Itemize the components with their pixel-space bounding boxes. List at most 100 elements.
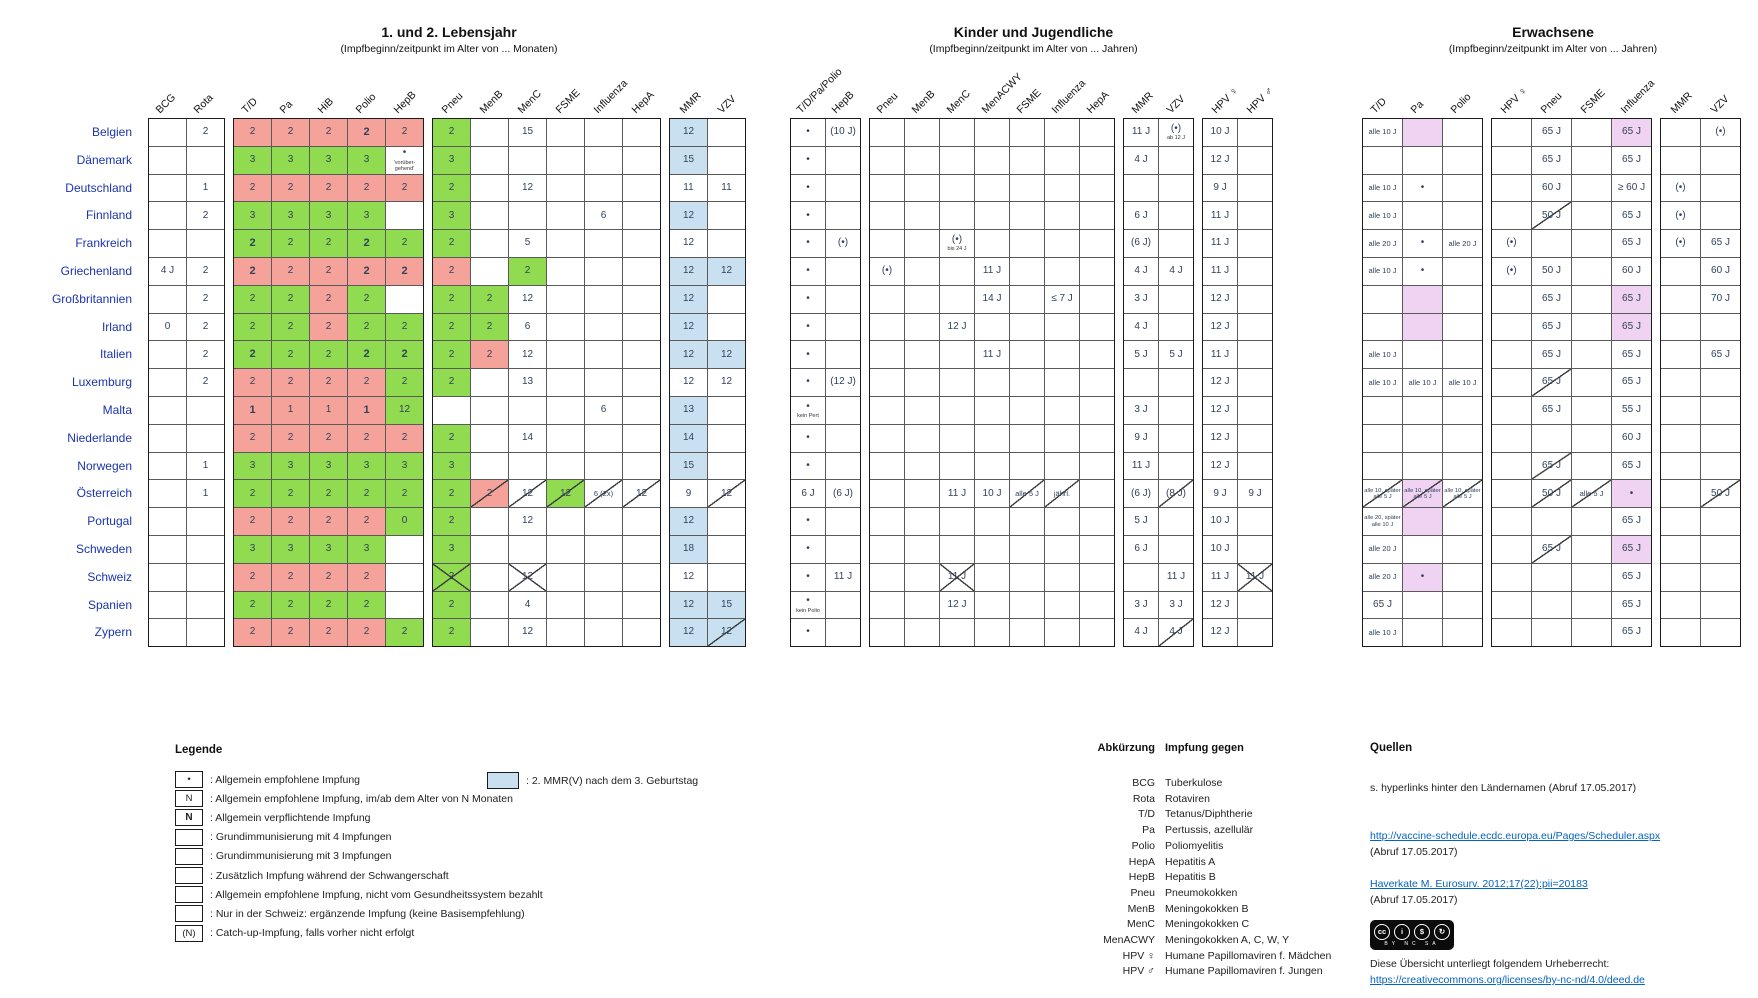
cell-portugal-fsme xyxy=(1572,508,1611,535)
cell-luxemburg-pneu: 65 J xyxy=(1532,369,1571,396)
cell-deutschland-mmr: (•) xyxy=(1661,174,1700,202)
cell-schweden-fsme xyxy=(1572,535,1611,563)
cell-malta-hepb: 12 xyxy=(386,396,423,424)
cell-malta-hpv- xyxy=(1492,396,1531,424)
cell-finnland-fsme xyxy=(1572,202,1611,230)
cc-by-nc-sa-label: BY NC SA xyxy=(1384,940,1440,947)
cell-luxemburg-fsme xyxy=(1572,369,1611,396)
cell-österreich-hepa xyxy=(1080,480,1114,508)
legend-item-label: : Grundimmunisierung mit 3 Impfungen xyxy=(210,850,392,863)
cell-schweiz-fsme xyxy=(1010,563,1044,591)
abbr-key: T/D xyxy=(1138,808,1155,821)
cell-finnland-polio xyxy=(1443,202,1482,230)
legend-item-slash: : Allgemein empfohlene Impfung, nicht vo… xyxy=(175,885,735,904)
country-link-belgien[interactable]: Belgien xyxy=(91,125,132,139)
cell-irland-fsme xyxy=(547,313,584,341)
cell-italien-t-d-pa-polio: • xyxy=(791,341,825,369)
cell-österreich-vzv: (8 J) xyxy=(1159,480,1193,508)
cell-dänemark-influenza xyxy=(585,146,622,174)
cell-italien-menb: 2 xyxy=(471,341,508,369)
cell-deutschland-hpv-: 9 J xyxy=(1203,174,1237,202)
cell-irland-bcg: 0 xyxy=(149,313,186,341)
cell-österreich-fsme: alle 5 J xyxy=(1010,480,1044,508)
cell-luxemburg-influenza xyxy=(585,369,622,396)
cell-deutschland-bcg xyxy=(149,174,186,202)
cell-luxemburg-vzv: 12 xyxy=(708,369,745,396)
cell-irland-menb xyxy=(905,313,939,341)
country-link-spanien[interactable]: Spanien xyxy=(87,597,132,612)
cell-niederlande-influenza xyxy=(585,424,622,452)
country-link-dänemark[interactable]: Dänemark xyxy=(76,152,132,167)
country-link-luxemburg[interactable]: Luxemburg xyxy=(71,375,132,390)
cell-österreich-bcg xyxy=(149,480,186,508)
country-link-finnland[interactable]: Finnland xyxy=(85,208,132,223)
legend-item-pink: : Zusätzlich Impfung während der Schwang… xyxy=(175,866,735,885)
cell-belgien-hpv- xyxy=(1492,119,1531,146)
cell-frankreich-rota xyxy=(187,230,224,257)
cell-belgien-influenza: 65 J xyxy=(1612,119,1651,146)
cell-finnland-menc xyxy=(509,202,546,230)
creative-commons-license-link[interactable]: https://creativecommons.org/licenses/by-… xyxy=(1370,974,1645,986)
country-link-großbritannien[interactable]: Großbritannien xyxy=(51,291,132,306)
cell-deutschland-mmr: 11 xyxy=(670,174,707,202)
country-link-irland[interactable]: Irland xyxy=(101,319,132,334)
cell-österreich-t-d: 2 xyxy=(234,480,271,508)
cell-griechenland-hepa xyxy=(1080,257,1114,285)
cell-dänemark-hpv- xyxy=(1238,146,1272,174)
cell-irland-vzv xyxy=(708,313,745,341)
cell-finnland-t-d: alle 10 J xyxy=(1363,202,1402,230)
legend-item-label: : Allgemein empfohlene Impfung, im/ab de… xyxy=(210,792,513,805)
abbr-row-bcg: BCG Tuberkulose xyxy=(1080,776,1410,792)
abbr-row-hpv-: HPV ♂ Humane Papillomaviren f. Jungen xyxy=(1080,964,1410,980)
cell-spanien-influenza xyxy=(585,591,622,619)
cell-frankreich-influenza xyxy=(1045,230,1079,257)
country-link-schweiz[interactable]: Schweiz xyxy=(87,569,132,584)
cell-belgien-mmr: 12 xyxy=(670,119,707,146)
ecdc-scheduler-link[interactable]: http://vaccine-schedule.ecdc.europa.eu/P… xyxy=(1370,830,1661,842)
country-link-malta[interactable]: Malta xyxy=(102,402,132,417)
cell-österreich-hib: 2 xyxy=(310,480,347,508)
cell-griechenland-bcg: 4 J xyxy=(149,257,186,285)
cell-finnland-mmr: 12 xyxy=(670,202,707,230)
country-link-portugal[interactable]: Portugal xyxy=(87,514,132,529)
cell-schweiz-influenza: 65 J xyxy=(1612,563,1651,591)
cell-niederlande-fsme xyxy=(1572,424,1611,452)
cell-malta-mmr xyxy=(1661,396,1700,424)
country-link-schweden[interactable]: Schweden xyxy=(75,541,132,556)
cell-italien-menc: 12 xyxy=(509,341,546,369)
cell-norwegen-menc xyxy=(940,452,974,480)
cell-großbritannien-menacwy: 14 J xyxy=(975,285,1009,313)
country-link-norwegen[interactable]: Norwegen xyxy=(77,458,132,473)
cell-luxemburg-mmr xyxy=(1661,369,1700,396)
table-group: 12 15 11 11 12 12 12 12 12 12 12 12 12 12 13 14 15 9 12 12 1… xyxy=(669,118,746,648)
cell-belgien-t-d: alle 10 J xyxy=(1363,119,1402,146)
cell-österreich-vzv: 50 J xyxy=(1701,480,1740,508)
cell-italien-pa xyxy=(1403,341,1442,369)
cell-portugal-pneu xyxy=(870,508,904,535)
cell-deutschland-fsme xyxy=(547,174,584,202)
cell-spanien-hib: 2 xyxy=(310,591,347,619)
country-link-deutschland[interactable]: Deutschland xyxy=(65,180,132,195)
country-link-griechenland[interactable]: Griechenland xyxy=(60,263,132,278)
cell-schweiz-hpv- xyxy=(1492,563,1531,591)
cell-schweiz-t-d-pa-polio: • xyxy=(791,563,825,591)
cell-luxemburg-vzv xyxy=(1701,369,1740,396)
cell-schweiz-menacwy xyxy=(975,563,1009,591)
country-link-italien[interactable]: Italien xyxy=(99,347,132,362)
cell-zypern-hib: 2 xyxy=(310,619,347,647)
cell-luxemburg-pneu: 2 xyxy=(433,369,470,396)
cell-schweden-vzv xyxy=(708,535,745,563)
column-header-hepa: HepA xyxy=(629,88,658,116)
country-link-niederlande[interactable]: Niederlande xyxy=(67,430,132,445)
country-link-zypern[interactable]: Zypern xyxy=(94,625,132,640)
cell-frankreich-pa: 2 xyxy=(272,230,309,257)
cell-italien-influenza xyxy=(585,341,622,369)
cell-niederlande-menb xyxy=(471,424,508,452)
eurosurveillance-link[interactable]: Haverkate M. Eurosurv. 2012;17(22):pii=2… xyxy=(1370,878,1588,890)
cell-niederlande-polio: 2 xyxy=(348,424,385,452)
cell-malta-vzv xyxy=(708,396,745,424)
cell-frankreich-vzv: 65 J xyxy=(1701,230,1740,257)
country-link-frankreich[interactable]: Frankreich xyxy=(75,236,132,251)
country-link-österreich[interactable]: Österreich xyxy=(76,486,132,501)
cell-dänemark-influenza: 65 J xyxy=(1612,146,1651,174)
